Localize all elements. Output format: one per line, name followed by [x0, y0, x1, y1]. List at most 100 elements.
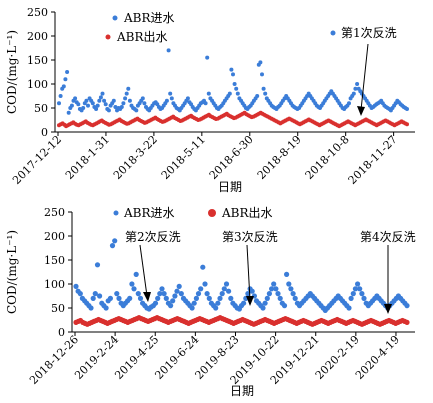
x-tick-label: 2020-4-19	[353, 333, 402, 382]
influent-point	[129, 281, 135, 287]
legend-label-influent: ABR进水	[123, 11, 175, 25]
influent-point	[169, 96, 174, 101]
influent-point	[235, 91, 240, 96]
y-tick-label: 250	[27, 6, 48, 19]
influent-point	[227, 91, 232, 96]
influent-point	[123, 96, 128, 101]
influent-point	[94, 262, 101, 268]
influent-point	[352, 286, 358, 292]
influent-point	[114, 291, 120, 297]
influent-point	[127, 98, 132, 103]
influent-point	[119, 105, 124, 109]
influent-point	[73, 283, 79, 289]
influent-point	[258, 60, 263, 65]
influent-point	[100, 91, 105, 96]
influent-point	[206, 295, 212, 301]
influent-point	[221, 286, 227, 292]
influent-point	[164, 98, 169, 103]
influent-point	[292, 295, 298, 301]
y-tick-label: 150	[27, 54, 48, 67]
influent-point	[76, 102, 81, 107]
influent-point	[404, 303, 410, 309]
annotation-3: 第3次反洗	[222, 230, 278, 244]
influent-point	[124, 91, 129, 96]
influent-point	[116, 295, 122, 301]
influent-point	[97, 293, 103, 299]
y-axis-title-top: COD/(mg·L⁻¹)	[5, 30, 19, 114]
y-tick-label: 50	[51, 302, 65, 315]
influent-point	[351, 91, 356, 96]
annotation-arrowhead-2	[143, 292, 151, 302]
influent-point	[90, 101, 95, 106]
influent-point	[200, 264, 206, 270]
annotations-bottom: 第2次反洗 第3次反洗 第4次反洗	[125, 230, 416, 314]
influent-point	[191, 300, 197, 306]
annotation-arrowhead-1	[357, 106, 365, 116]
influent-point	[249, 288, 255, 294]
y-tick-label: 50	[34, 102, 48, 115]
influent-point	[152, 300, 159, 306]
influent-point	[58, 94, 63, 98]
influent-point	[350, 291, 356, 297]
annotation-arrowhead-3	[246, 296, 254, 306]
x-tick-label: 2018-10-8	[303, 133, 352, 182]
influent-point	[103, 102, 108, 107]
influent-point	[234, 86, 239, 91]
influent-point	[109, 243, 116, 249]
influent-point	[140, 96, 145, 101]
influent-point	[98, 95, 103, 100]
influent-point	[198, 286, 204, 292]
influent-point	[273, 286, 279, 292]
influent-point	[142, 101, 147, 106]
influent-point	[204, 291, 210, 297]
influent-point	[134, 108, 139, 113]
y-axis-title-bottom: COD/(mg·L⁻¹)	[5, 230, 19, 314]
influent-point	[126, 86, 131, 91]
annotation-arrow-2	[139, 244, 148, 297]
annotation-arrow-3	[246, 244, 251, 301]
y-tick-label: 200	[27, 30, 48, 43]
y-tick-label: 100	[44, 278, 65, 291]
influent-point	[241, 300, 247, 306]
influent-point	[359, 291, 365, 297]
influent-point	[174, 288, 180, 294]
y-tick-label: 250	[44, 206, 65, 219]
influent-point	[176, 283, 182, 289]
effluent-point	[405, 122, 409, 127]
influent-point	[281, 303, 288, 309]
x-tick-label: 2018-11-27	[346, 133, 400, 187]
influent-point	[346, 305, 352, 311]
annotation-arrow-1	[360, 43, 369, 111]
influent-point	[168, 91, 173, 96]
influent-point	[189, 305, 195, 311]
influent-point	[193, 295, 199, 301]
influent-point	[95, 103, 100, 108]
influent-point	[92, 291, 98, 297]
influent-point	[94, 107, 99, 111]
legend-label-effluent-bottom: ABR出水	[221, 206, 273, 220]
x-axis-title-top: 日期	[218, 180, 242, 194]
influent-point	[255, 94, 260, 98]
influent-point	[81, 106, 86, 110]
influent-point	[205, 55, 210, 60]
annotation-top: 第1次反洗	[330, 26, 397, 116]
influent-point	[166, 48, 171, 53]
influent-point	[155, 295, 161, 301]
influent-point	[178, 291, 184, 297]
y-tick-label: 150	[44, 254, 65, 267]
influent-point	[226, 288, 232, 294]
legend-label-influent-bottom: ABR进水	[123, 206, 175, 220]
annotation-marker	[330, 30, 336, 36]
x-tick-label: 2018-8-19	[255, 133, 304, 182]
influent-point	[121, 101, 126, 106]
legend-label-effluent: ABR出水	[116, 30, 168, 44]
influent-point	[266, 291, 272, 297]
influent-point	[161, 291, 167, 297]
influent-point	[65, 70, 70, 74]
influent-point	[357, 286, 363, 292]
influent-point	[213, 305, 219, 311]
legend-marker-influent	[112, 15, 118, 21]
x-tick-label: 2017-12-12	[10, 133, 64, 187]
